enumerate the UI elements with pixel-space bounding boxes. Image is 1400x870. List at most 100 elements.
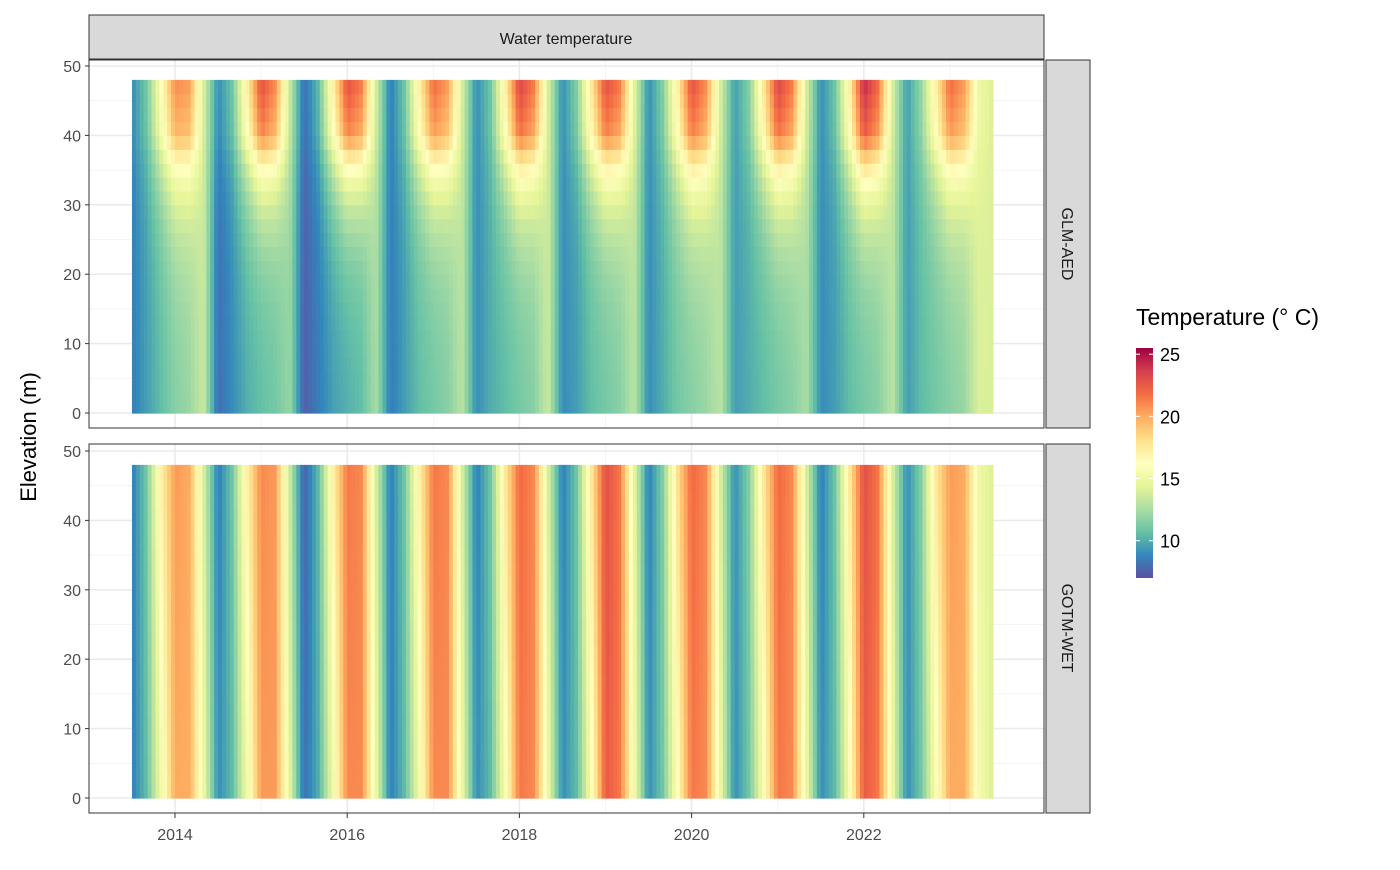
heatmap-cell [652,135,657,149]
heatmap-cell [625,399,630,413]
heatmap-cell [864,149,869,163]
heatmap-cell [742,205,747,219]
heatmap-cell [320,233,325,247]
heatmap-cell [613,302,618,316]
heatmap-cell [559,302,564,316]
heatmap-cell [746,163,751,177]
heatmap-cell [410,94,415,108]
heatmap-cell [758,233,763,247]
heatmap-cell [363,246,368,260]
heatmap-cell [390,94,395,108]
heatmap-cell [238,191,243,205]
heatmap-cell [265,330,270,344]
heatmap-cell [347,233,352,247]
heatmap-cell [253,122,258,136]
heatmap-cell [480,357,485,371]
heatmap-cell [183,149,188,163]
heatmap-cell [809,399,814,413]
heatmap-cell [774,135,779,149]
heatmap-cell [629,149,634,163]
heatmap-cell [762,302,767,316]
heatmap-cell [183,330,188,344]
heatmap-cell [171,399,176,413]
heatmap-cell [907,163,912,177]
heatmap-cell [519,330,524,344]
heatmap-cell [570,108,575,122]
heatmap-cell [868,108,873,122]
heatmap-cell [723,149,728,163]
heatmap-cell [805,344,810,358]
heatmap-cell [312,135,317,149]
heatmap-cell [527,330,532,344]
heatmap-cell [793,274,798,288]
heatmap-cell [664,288,669,302]
heatmap-cell [923,344,928,358]
heatmap-cell [285,246,290,260]
heatmap-cell [856,357,861,371]
heatmap-cell [707,233,712,247]
heatmap-cell [899,260,904,274]
heatmap-cell [296,94,301,108]
heatmap-cell [191,260,196,274]
heatmap-cell [844,205,849,219]
heatmap-cell [222,288,227,302]
heatmap-cell [469,288,474,302]
heatmap-cell [852,330,857,344]
heatmap-cell [613,122,618,136]
heatmap-cell [606,246,611,260]
heatmap-cell [707,371,712,385]
heatmap-cell [437,149,442,163]
heatmap-cell [684,302,689,316]
heatmap-cell [449,357,454,371]
heatmap-cell [457,302,462,316]
heatmap-cell [191,135,196,149]
heatmap-cell [543,108,548,122]
heatmap-cell [300,163,305,177]
heatmap-cell [339,177,344,191]
heatmap-cell [500,80,505,94]
heatmap-cell [856,135,861,149]
heatmap-cell [891,316,896,330]
heatmap-cell [840,122,845,136]
heatmap-cell [429,80,434,94]
heatmap-cell [304,246,309,260]
heatmap-cell [617,288,622,302]
heatmap-cell [132,122,137,136]
heatmap-cell [680,135,685,149]
heatmap-cell [367,357,372,371]
heatmap-cell [527,177,532,191]
heatmap-cell [508,260,513,274]
heatmap-cell [602,205,607,219]
heatmap-cell [218,399,223,413]
heatmap-cell [159,80,164,94]
heatmap-cell [257,385,262,399]
heatmap-cell [324,274,329,288]
heatmap-cell [742,371,747,385]
heatmap-cell [179,371,184,385]
heatmap-cell [590,80,595,94]
heatmap-cell [923,191,928,205]
heatmap-cell [633,316,638,330]
heatmap-cell [739,274,744,288]
heatmap-cell [778,302,783,316]
heatmap-cell [711,108,716,122]
heatmap-cell [942,371,947,385]
heatmap-cell [187,122,192,136]
heatmap-cell [324,94,329,108]
heatmap-cell [649,219,654,233]
heatmap-cell [919,233,924,247]
heatmap-cell [222,274,227,288]
heatmap-cell [594,108,599,122]
heatmap-cell [195,330,200,344]
heatmap-cell [926,219,931,233]
heatmap-cell [649,385,654,399]
heatmap-cell [418,246,423,260]
heatmap-cell [629,108,634,122]
heatmap-cell [257,357,262,371]
heatmap-cell [300,94,305,108]
heatmap-cell [347,316,352,330]
heatmap-cell [809,385,814,399]
heatmap-cell [727,371,732,385]
heatmap-cell [543,330,548,344]
heatmap-cell [422,135,427,149]
